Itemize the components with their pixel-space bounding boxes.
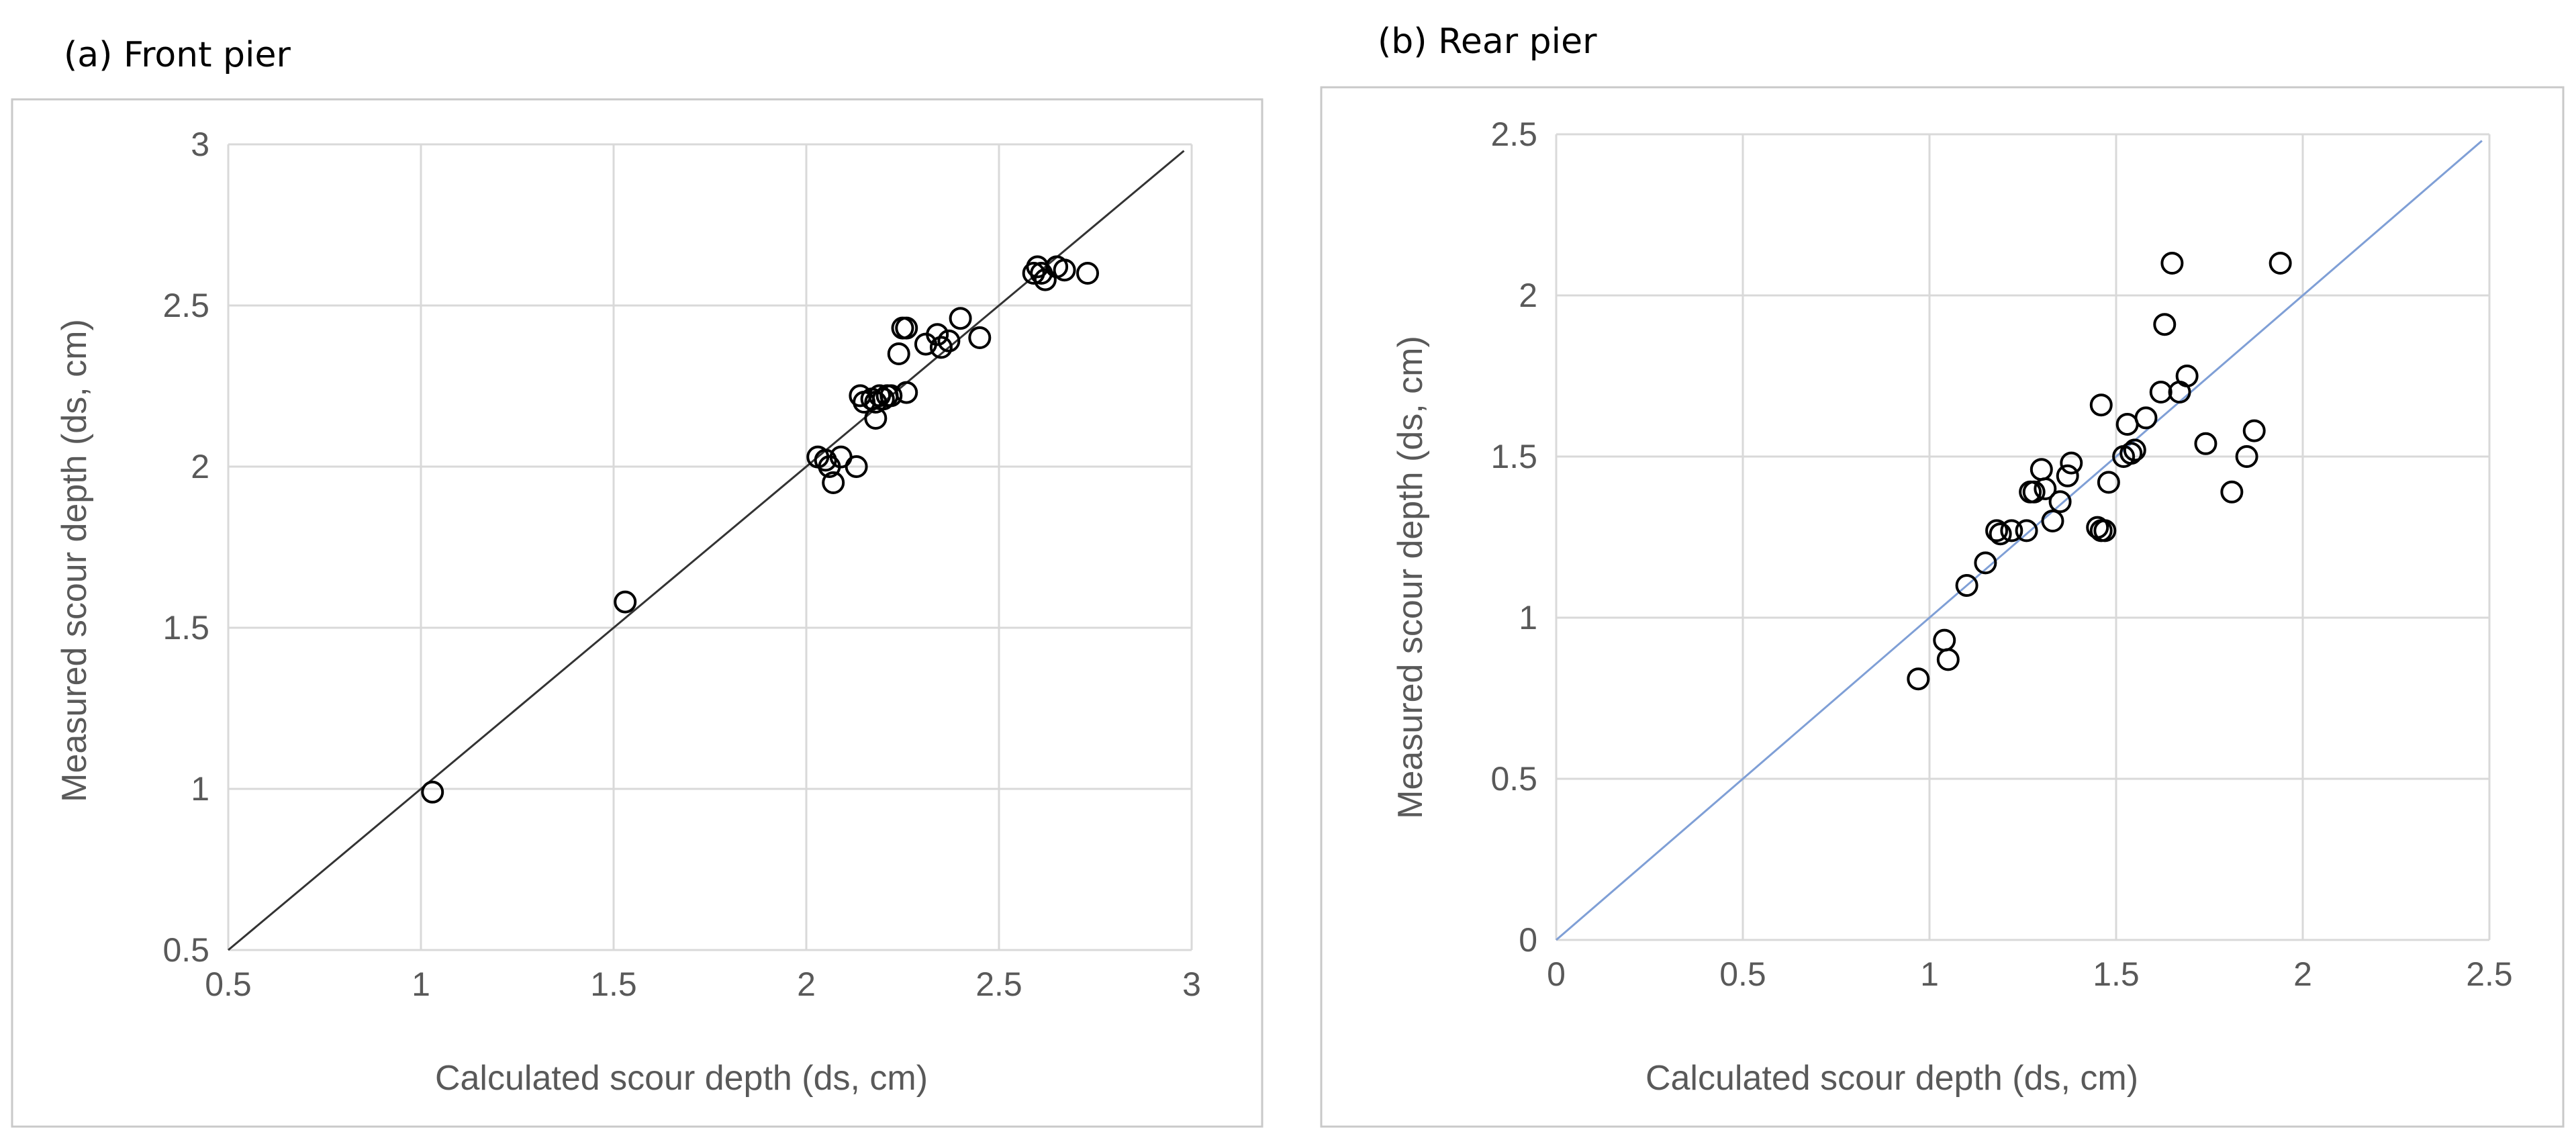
data-point [2056,464,2079,487]
data-point [2041,510,2064,532]
panel-b-title: (b) Rear pier [1378,21,1597,62]
chart-rear-pier: 0 0.5 1 1.5 2 2.5 0 0.5 1 1.5 2 2.5 Calculated scou… [1391,115,2513,1098]
x-tick-label: 0.5 [205,965,252,1003]
data-point [2093,519,2117,542]
data-point [2048,490,2072,514]
x-tick-label: 1 [412,965,430,1003]
y-tick-label: 2 [1519,277,1537,314]
data-point [845,455,868,478]
x-tick-label: 3 [1182,965,1201,1003]
data-point [929,336,953,359]
y-tick-label: 2.5 [1490,115,1537,153]
reference-line [228,150,1185,951]
y-tick-label: 1 [191,770,209,808]
data-point [2242,419,2266,442]
y-tick-label: 1 [1519,599,1537,636]
y-tick-label: 0 [1519,921,1537,959]
y-tick-label: 2.5 [162,287,209,324]
x-tick-label: 0.5 [1719,955,1766,993]
data-point [2123,438,2146,462]
x-axis-title: Calculated scour depth (ds, cm) [1645,1059,2138,1098]
y-axis-title: Measured scour depth (ds, cm) [1391,336,1430,819]
data-point [895,381,918,404]
data-point [2134,406,2158,430]
x-tick-label: 2 [2293,955,2312,993]
x-tick-label: 0 [1547,955,1566,993]
data-point [2119,442,2143,465]
data-point [2000,519,2023,542]
chart-front-pier: 0.5 1 1.5 2 2.5 3 0.5 1 1.5 2 2.5 3 Calculated scou… [55,126,1201,1098]
data-point [1907,667,1930,691]
data-point [822,471,845,494]
data-point [926,323,949,346]
data-point [2034,477,2057,500]
data-point [895,316,918,340]
x-tick-label: 2.5 [975,965,1022,1003]
y-tick-label: 1.5 [1490,438,1537,475]
x-tick-label: 1.5 [2093,955,2140,993]
data-point [1985,519,2009,542]
data-point [879,384,903,408]
data-point [2269,252,2292,275]
y-tick-label: 0.5 [162,931,209,969]
data-point [1974,551,1997,575]
data-point [2194,432,2217,455]
panel-a-title: (a) Front pier [64,35,291,75]
data-point [614,590,637,614]
data-point [887,342,910,365]
y-tick-label: 2 [191,448,209,485]
x-tick-label: 2.5 [2466,955,2513,993]
data-point [1076,262,1100,285]
data-point [1989,522,2012,546]
data-point [2235,445,2258,468]
data-point [937,329,961,352]
data-point [2015,519,2038,542]
x-tick-label: 1.5 [590,965,637,1003]
data-point [2160,252,2184,275]
y-tick-label: 0.5 [1490,760,1537,798]
reference-line [1556,140,2483,941]
data-point [968,326,992,349]
data-point [2097,471,2120,494]
x-tick-label: 2 [797,965,816,1003]
data-point [2220,480,2244,504]
data-point [864,407,888,430]
y-axis-title: Measured scour depth (ds, cm) [55,319,94,802]
data-point [1033,268,1057,291]
data-point [2149,381,2173,404]
y-tick-label: 1.5 [162,609,209,647]
x-tick-label: 1 [1920,955,1939,993]
y-tick-label: 3 [191,126,209,163]
data-point [421,780,444,804]
data-point [2060,451,2083,475]
data-point [1053,258,1076,282]
data-point [2175,365,2199,387]
data-point [2022,480,2046,504]
data-point [2153,313,2177,336]
data-point [949,307,972,330]
x-axis-title: Calculated scour depth (ds, cm) [435,1059,928,1098]
data-point [1936,648,1960,671]
data-point [1955,574,1978,597]
data-point [2089,393,2113,417]
data-point [868,384,892,408]
